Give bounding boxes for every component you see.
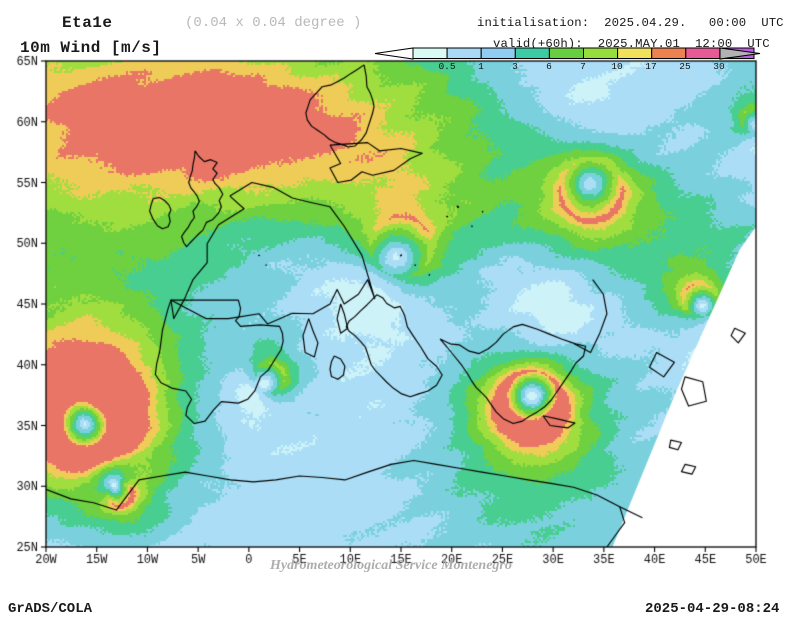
svg-text:7: 7	[580, 61, 586, 72]
svg-text:0.5: 0.5	[438, 61, 455, 72]
svg-text:17: 17	[645, 61, 656, 72]
svg-text:3: 3	[512, 61, 518, 72]
svg-text:30: 30	[713, 61, 725, 72]
svg-text:1: 1	[478, 61, 484, 72]
svg-text:10: 10	[611, 61, 623, 72]
svg-text:25: 25	[679, 61, 691, 72]
svg-text:6: 6	[546, 61, 552, 72]
